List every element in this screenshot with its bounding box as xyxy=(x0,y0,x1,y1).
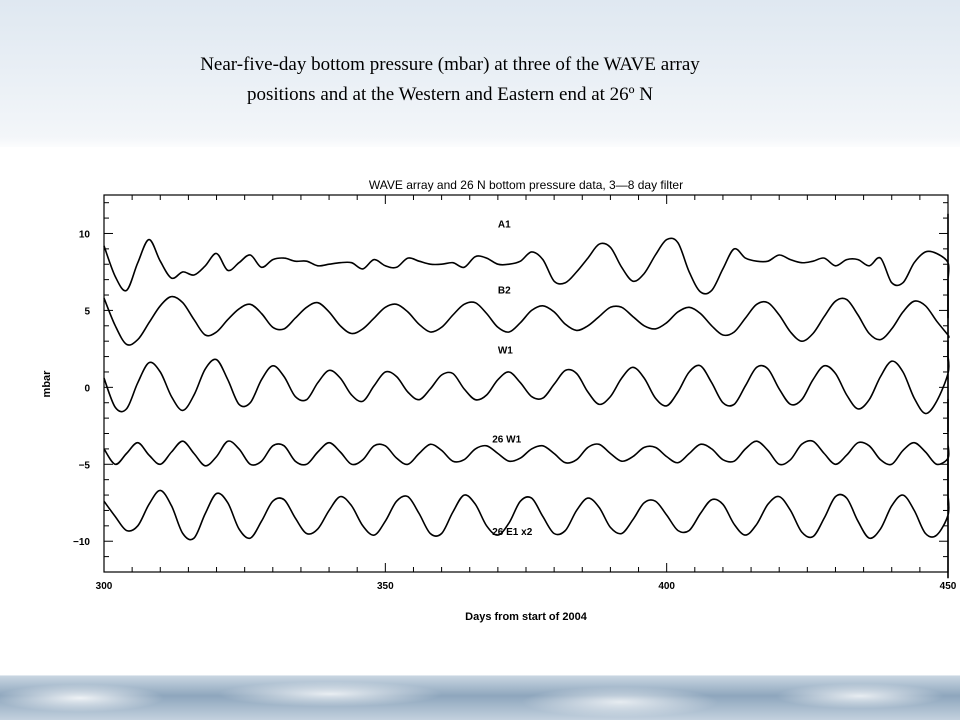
slide-title-line-2: positions and at the Western and Eastern… xyxy=(246,84,654,105)
chart-title: WAVE array and 26 N bottom pressure data… xyxy=(369,178,683,192)
y-tick-label: 0 xyxy=(84,383,90,394)
x-tick-label: 300 xyxy=(96,581,113,592)
series-label-w1: W1 xyxy=(498,345,513,356)
x-tick-label: 350 xyxy=(377,581,394,592)
y-tick-label: 5 xyxy=(84,306,90,317)
x-tick-label: 450 xyxy=(940,581,957,592)
y-tick-label: −5 xyxy=(79,460,91,471)
series-line-26-w1 xyxy=(103,398,950,506)
plot-frame xyxy=(103,194,949,573)
x-axis-title: Days from start of 2004 xyxy=(465,611,588,623)
series-label-a1: A1 xyxy=(498,219,511,230)
sky-decoration-band xyxy=(0,676,960,720)
series-lines xyxy=(103,213,950,579)
y-tick-label: 10 xyxy=(79,229,91,240)
bottom-pressure-line-chart: 300 350 400 450 10 5 0 −5 −10 A1 B2 W1 26 W1 26 E1 x2… xyxy=(41,178,957,623)
slide-title-line-1: Near-five-day bottom pressure (mbar) at … xyxy=(200,54,700,75)
series-label-b2: B2 xyxy=(498,285,511,296)
y-axis-title: mbar xyxy=(41,370,53,398)
chart-panel: 300 350 400 450 10 5 0 −5 −10 A1 B2 W1 26 W1 26 E1 x2… xyxy=(0,147,960,675)
series-label-26-e1-x2: 26 E1 x2 xyxy=(492,527,532,538)
y-tick-label: −10 xyxy=(73,537,90,548)
axis-ticks xyxy=(103,195,949,573)
series-line-b2 xyxy=(103,279,950,362)
series-line-a1 xyxy=(103,213,950,319)
series-line-26-e1-x2 xyxy=(103,454,950,579)
axis-labels: 300 350 400 450 10 5 0 −5 −10 A1 B2 W1 26 W1 26 E1 x2 xyxy=(73,219,957,592)
series-label-26-w1: 26 W1 xyxy=(492,435,521,446)
x-tick-label: 400 xyxy=(658,581,675,592)
series-line-w1 xyxy=(103,339,950,433)
slide-title: Near-five-day bottom pressure (mbar) at … xyxy=(0,50,900,110)
